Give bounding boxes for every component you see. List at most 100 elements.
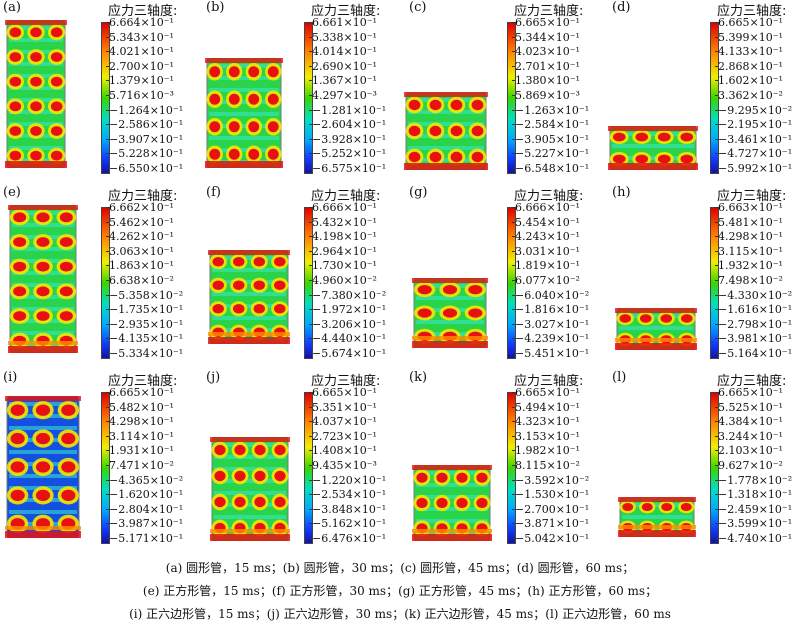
colorbar-tick-label: −1.735×10⁻¹ [105,303,184,317]
colorbar-tick-label: −9.295×10⁻² [714,103,793,117]
colorbar-tick-label: −6.040×10⁻² [511,288,590,302]
colorbar [304,22,313,174]
colorbar-tick-label: −2.459×10⁻¹ [714,502,793,516]
colorbar-tick-label: 5.482×10⁻¹ [106,400,174,414]
colorbar-tick-label: 6.665×10⁻¹ [715,16,783,29]
colorbar-tick-label: −4.440×10⁻¹ [308,332,387,346]
colorbar-tick-label: 4.133×10⁻¹ [715,45,783,59]
colorbar-tick-label: −3.599×10⁻¹ [714,517,793,531]
panel-label: (j) [206,370,221,385]
colorbar-tick-label: 1.932×10⁻¹ [715,259,783,273]
deformed-tube-contour [608,126,698,170]
colorbar-tick-label: −1.281×10⁻¹ [308,103,387,117]
panel-label: (c) [409,0,427,15]
colorbar-tick-label: −5.042×10⁻¹ [511,532,590,545]
colorbar-tick-label: 6.661×10⁻¹ [309,16,377,29]
colorbar-tick-label: −4.365×10⁻² [105,473,184,487]
panel-label: (d) [612,0,631,15]
deformed-tube-contour [618,497,696,537]
deformed-tube-contour [210,437,290,541]
colorbar-tick-label: 2.690×10⁻¹ [309,59,377,73]
colorbar-tick-label: 6.663×10⁻¹ [715,201,783,214]
colorbar-tick-label: 3.244×10⁻¹ [715,429,783,443]
colorbar-tick-label: −3.907×10⁻¹ [105,132,184,146]
colorbar-tick-label: 5.869×10⁻³ [512,89,580,102]
colorbar-tick-label: 2.700×10⁻¹ [106,59,174,73]
colorbar-tick-label: −6.476×10⁻¹ [308,532,387,545]
colorbar-tick-label: 3.031×10⁻¹ [512,244,580,258]
colorbar-tick-label: −5.252×10⁻¹ [308,147,387,161]
colorbar-tick-label: 2.103×10⁻¹ [715,444,783,458]
colorbar-title: 应力三轴度: [311,4,381,19]
panel-label: (i) [3,370,18,385]
colorbar-tick-label: 1.380×10⁻¹ [512,74,580,88]
colorbar-tick-label: −2.798×10⁻¹ [714,317,793,331]
deformed-tube-contour [404,92,488,170]
colorbar-tick-label: 1.408×10⁻¹ [309,444,377,458]
colorbar-tick-label: 4.297×10⁻³ [309,89,377,102]
colorbar-tick-label: 5.432×10⁻¹ [309,215,377,229]
colorbar [507,22,516,174]
deformed-tube-contour [205,58,283,168]
colorbar-tick-label: −5.992×10⁻¹ [714,162,793,175]
colorbar-tick-label: 7.471×10⁻² [106,459,174,472]
colorbar-tick-label: 4.960×10⁻² [309,274,377,287]
colorbar-tick-label: −1.972×10⁻¹ [308,303,387,317]
colorbar-tick-label: −3.592×10⁻² [511,473,590,487]
colorbar-tick-label: −3.206×10⁻¹ [308,317,387,331]
colorbar-tick-label: 9.435×10⁻³ [309,459,377,472]
colorbar [101,392,110,544]
deformed-tube-contour [208,250,290,344]
colorbar-tick-label: 2.868×10⁻¹ [715,59,783,73]
colorbar-tick-label: −1.816×10⁻¹ [511,303,590,317]
colorbar-tick-label: −2.700×10⁻¹ [511,502,590,516]
colorbar-tick-label: 6.666×10⁻¹ [309,201,377,214]
panel-d: (d) 应力三轴度: 6.665×10⁻¹ 5.399×10⁻¹ 4.133×10⁻¹ 2… [609,0,800,185]
colorbar-tick-label: 1.730×10⁻¹ [309,259,377,273]
deformed-tube-contour [412,465,492,541]
colorbar-tick-label: 6.665×10⁻¹ [512,386,580,399]
colorbar-tick-label: −3.027×10⁻¹ [511,317,590,331]
colorbar-tick-label: −5.358×10⁻² [105,288,184,302]
colorbar-tick-label: 1.982×10⁻¹ [512,444,580,458]
colorbar-tick-label: 5.716×10⁻³ [106,89,174,102]
panel-k: (k) 应力三轴度: 6.665×10⁻¹ 5.494×10⁻¹ 4.323×10⁻¹ 3… [406,370,606,555]
colorbar-tick-label: 2.964×10⁻¹ [309,244,377,258]
panel-label: (b) [206,0,225,15]
deformed-tube-contour [5,396,81,538]
colorbar-title: 应力三轴度: [108,374,178,389]
caption-line-3: (i) 正六边形管，15 ms；(j) 正六边形管，30 ms；(k) 正六边形… [129,607,671,621]
colorbar-tick-label: −5.162×10⁻¹ [308,517,387,531]
panel-label: (k) [409,370,428,385]
colorbar-tick-label: −2.586×10⁻¹ [105,118,184,132]
colorbar-tick-label: 1.863×10⁻¹ [106,259,174,273]
colorbar-tick-label: 8.115×10⁻² [512,459,580,472]
colorbar-tick-label: −3.987×10⁻¹ [105,517,184,531]
colorbar-tick-label: 5.351×10⁻¹ [309,400,377,414]
colorbar-tick-label: 1.379×10⁻¹ [106,74,174,88]
colorbar-tick-label: 6.664×10⁻¹ [106,16,174,29]
colorbar-title: 应力三轴度: [514,189,584,204]
caption-line-1: (a) 圆形管，15 ms；(b) 圆形管，30 ms；(c) 圆形管，45 m… [165,561,635,575]
colorbar-tick-label: −5.164×10⁻¹ [714,347,793,360]
colorbar-tick-label: −2.604×10⁻¹ [308,118,387,132]
colorbar-tick-label: 5.399×10⁻¹ [715,30,783,44]
panel-label: (h) [612,185,631,200]
colorbar-tick-label: 1.367×10⁻¹ [309,74,377,88]
colorbar-tick-label: 3.362×10⁻² [715,89,783,102]
colorbar-tick-label: −1.264×10⁻¹ [105,103,184,117]
colorbar-tick-label: 3.063×10⁻¹ [106,244,174,258]
colorbar-tick-label: −3.848×10⁻¹ [308,502,387,516]
colorbar-tick-label: 9.627×10⁻² [715,459,783,472]
colorbar-tick-label: 3.114×10⁻¹ [106,429,174,443]
colorbar-title: 应力三轴度: [717,374,787,389]
panel-label: (e) [3,185,21,200]
colorbar-tick-label: −6.575×10⁻¹ [308,162,387,175]
colorbar-tick-label: 5.344×10⁻¹ [512,30,580,44]
panel-g: (g) 应力三轴度: 6.666×10⁻¹ 5.454×10⁻¹ 4.243×10⁻¹ 3… [406,185,606,370]
deformed-tube-contour [5,20,67,168]
colorbar-tick-label: −2.804×10⁻¹ [105,502,184,516]
colorbar-tick-label: 6.638×10⁻² [106,274,174,287]
colorbar-tick-label: 6.665×10⁻¹ [512,16,580,29]
panel-b: (b) 应力三轴度: 6.661×10⁻¹ 5.338×10⁻¹ 4.014×10⁻¹ 2… [203,0,403,185]
